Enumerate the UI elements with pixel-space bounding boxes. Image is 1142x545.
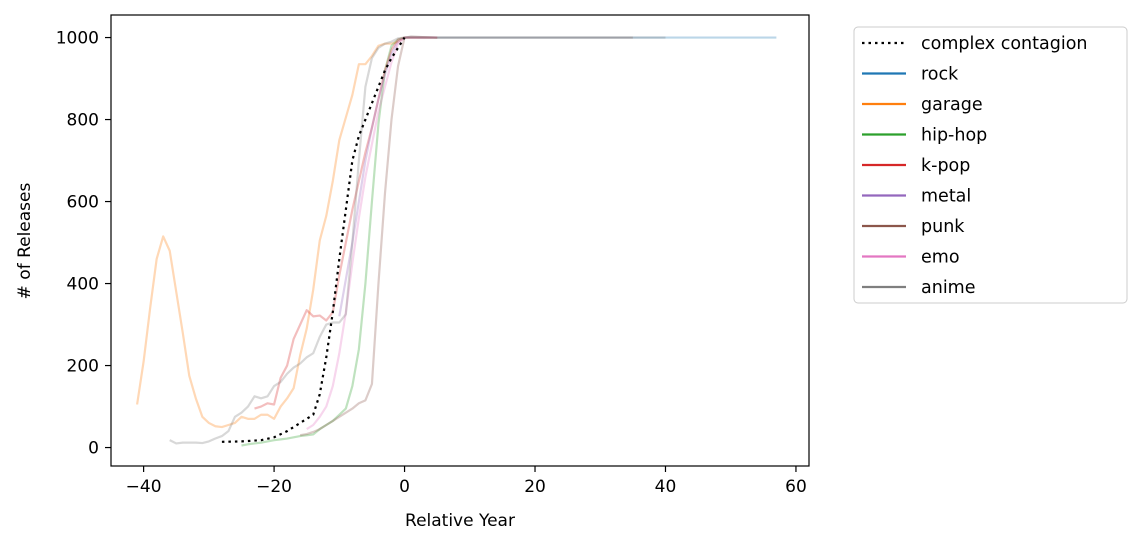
legend-frame xyxy=(853,26,1128,304)
y-tick-label: 800 xyxy=(67,111,99,131)
legend-label-anime: anime xyxy=(921,278,976,298)
series-lines xyxy=(136,35,777,447)
x-tick-label: 60 xyxy=(785,477,807,497)
y-axis-label: # of Releases xyxy=(15,182,35,299)
series-line-emo xyxy=(306,36,438,431)
legend-label-rock: rock xyxy=(921,65,959,85)
legend-label-emo: emo xyxy=(921,248,960,268)
plot-area xyxy=(111,15,809,466)
x-tick-label: −40 xyxy=(126,477,162,497)
legend-entries: complex contagion rock garage hip-hop k-pop m… xyxy=(862,34,1088,298)
legend-label-metal: metal xyxy=(921,187,971,207)
x-tick-label: 20 xyxy=(524,477,546,497)
y-axis-ticks: 0 200 400 600 800 1000 xyxy=(56,29,111,459)
y-tick-label: 400 xyxy=(67,275,99,295)
legend-label-k-pop: k-pop xyxy=(921,156,970,176)
x-tick-label: −20 xyxy=(256,477,292,497)
y-tick-label: 1000 xyxy=(56,29,99,49)
x-tick-label: 0 xyxy=(399,477,410,497)
legend-label-hip-hop: hip-hop xyxy=(921,126,987,146)
legend-label-garage: garage xyxy=(921,95,983,115)
plot-frame xyxy=(110,14,810,467)
legend-label-punk: punk xyxy=(921,217,965,237)
series-line-anime xyxy=(169,35,666,445)
x-axis-label: Relative Year xyxy=(405,511,515,531)
legend-label-complex-contagion: complex contagion xyxy=(921,34,1088,54)
series-line-punk xyxy=(299,35,633,437)
y-tick-label: 600 xyxy=(67,193,99,213)
y-tick-label: 200 xyxy=(67,357,99,377)
x-axis-ticks: −40 −20 0 20 40 60 xyxy=(126,466,807,497)
x-tick-label: 40 xyxy=(655,477,677,497)
legend: complex contagion rock garage hip-hop k-pop m… xyxy=(853,26,1128,304)
series-line-garage xyxy=(136,36,438,429)
y-tick-label: 0 xyxy=(88,439,99,459)
series-line-hip-hop xyxy=(241,36,438,447)
